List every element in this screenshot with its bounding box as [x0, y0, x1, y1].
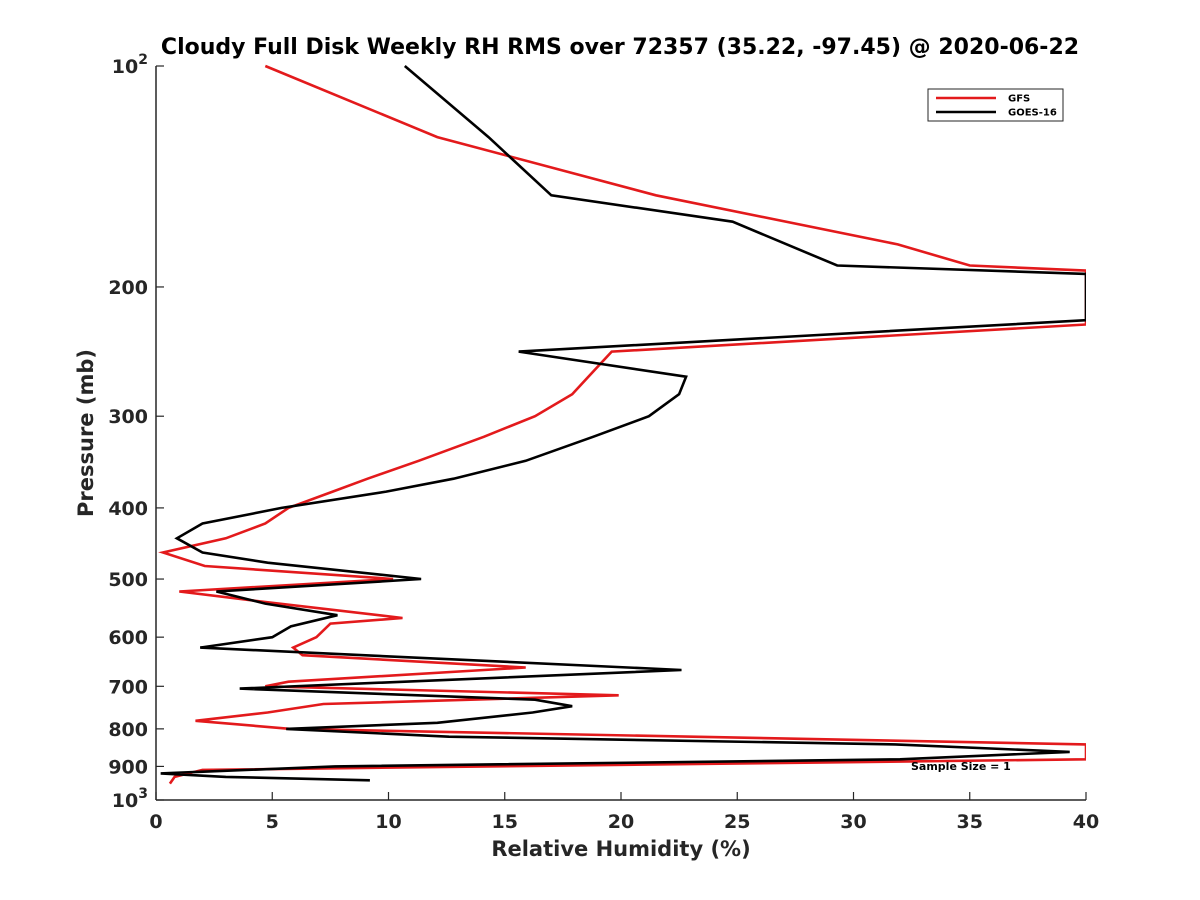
- y-tick-label: 400: [108, 498, 148, 520]
- series-line-goes-16: [160, 65, 1086, 782]
- y-tick-label: 200: [108, 277, 148, 299]
- y-tick-label: 103: [112, 786, 148, 812]
- y-tick-label: 500: [108, 569, 148, 591]
- chart-title: Cloudy Full Disk Weekly RH RMS over 7235…: [161, 35, 1079, 60]
- x-axis-ticks: 0 5 10 15 20 25 30 35 40: [149, 792, 1099, 833]
- legend-label: GFS: [1008, 94, 1030, 105]
- y-tick-label: 102: [112, 52, 148, 78]
- legend: GFS GOES-16: [927, 88, 1064, 122]
- x-tick-label: 0: [149, 811, 162, 833]
- y-axis-title: Pressure (mb): [74, 349, 98, 517]
- y-tick-label: 900: [108, 756, 148, 778]
- x-tick-label: 30: [840, 811, 866, 833]
- y-tick-label: 800: [108, 719, 148, 741]
- x-tick-label: 15: [492, 811, 518, 833]
- x-tick-label: 5: [266, 811, 279, 833]
- x-tick-label: 10: [375, 811, 401, 833]
- x-tick-label: 25: [724, 811, 750, 833]
- x-tick-label: 40: [1073, 811, 1099, 833]
- y-tick-label: 600: [108, 627, 148, 649]
- x-tick-label: 20: [608, 811, 634, 833]
- series-line-gfs: [158, 64, 1086, 785]
- legend-box: [927, 88, 1064, 122]
- y-tick-label: 700: [108, 676, 148, 698]
- y-axis-ticks: 102 200 300 400 500 600 700 800 900 103: [108, 52, 164, 812]
- x-tick-label: 35: [957, 811, 983, 833]
- plot-area: [155, 64, 1086, 801]
- sample-size-note: Sample Size = 1: [911, 760, 1011, 773]
- legend-label: GOES-16: [1008, 108, 1057, 119]
- x-axis-title: Relative Humidity (%): [491, 837, 750, 861]
- y-tick-label: 300: [108, 406, 148, 428]
